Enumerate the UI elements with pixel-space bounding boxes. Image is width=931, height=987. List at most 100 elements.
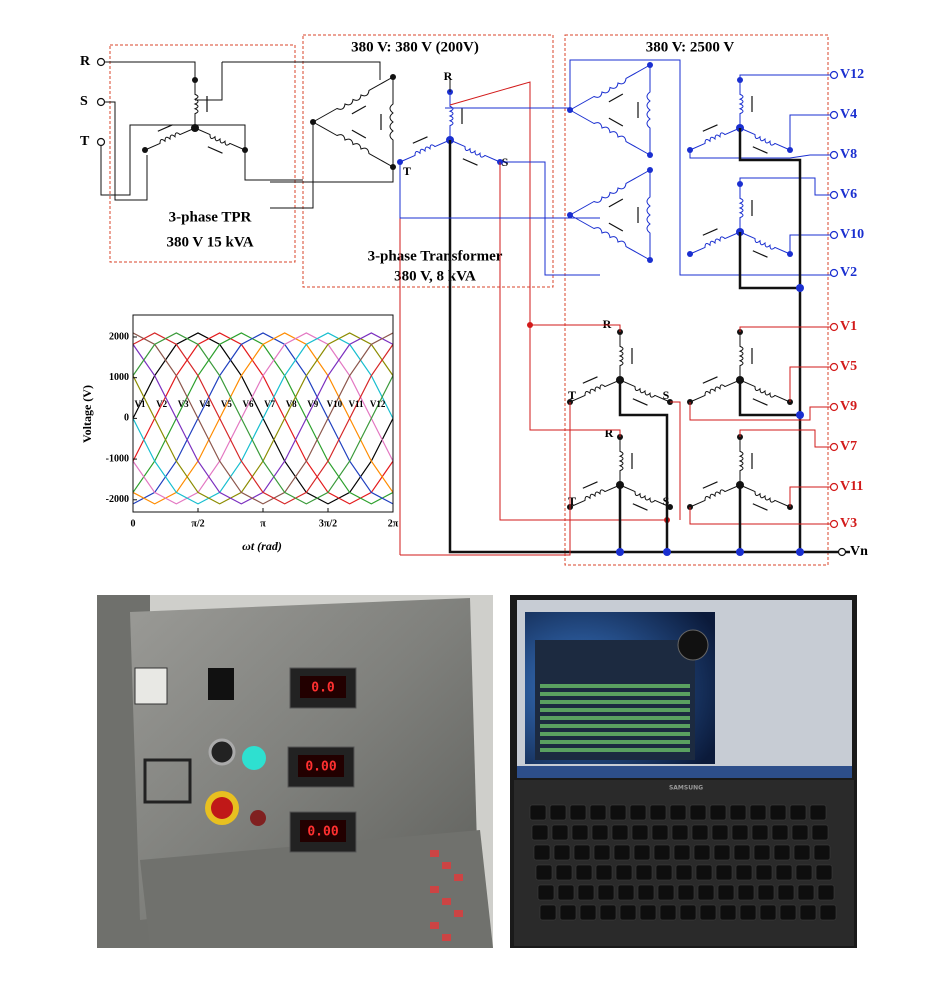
output-label: V11: [840, 479, 863, 494]
x-tick-label: π: [260, 518, 266, 529]
arrow: [351, 129, 367, 139]
key: [813, 844, 831, 861]
app-row: [540, 708, 690, 712]
key: [797, 884, 815, 901]
connector: [442, 862, 451, 869]
y-tick-label: 0: [124, 413, 129, 424]
wire: [689, 507, 832, 525]
key: [799, 904, 817, 921]
wire: [529, 325, 621, 437]
coil: [739, 484, 791, 508]
terminal-label: R: [603, 317, 612, 331]
switch: [134, 667, 168, 705]
x-axis-label: ωt (rad): [242, 539, 282, 553]
key: [559, 904, 577, 921]
key: [777, 884, 795, 901]
key: [591, 824, 609, 841]
meter-reading: 0.00: [307, 825, 338, 840]
wire: [449, 81, 531, 325]
connector: [442, 898, 451, 905]
key: [669, 804, 687, 821]
key: [689, 804, 707, 821]
coil: [739, 231, 791, 255]
terminal: [829, 519, 839, 529]
terminal: [829, 482, 839, 492]
output-label: V7: [840, 439, 857, 454]
key: [775, 864, 793, 881]
input-label: S: [80, 94, 88, 109]
key: [755, 864, 773, 881]
coil: [689, 231, 741, 255]
laptop-brand: SAMSUNG: [669, 785, 703, 792]
terminal: [829, 150, 839, 160]
coil: [144, 127, 196, 151]
key: [753, 844, 771, 861]
taskbar: [517, 766, 852, 778]
tpr-box: [109, 44, 296, 263]
key: [555, 864, 573, 881]
arrow: [462, 158, 478, 166]
key: [717, 884, 735, 901]
panel-lower: [140, 830, 493, 948]
key: [633, 844, 651, 861]
key: [811, 824, 829, 841]
output-label: V12: [840, 67, 864, 82]
wire: [738, 128, 802, 552]
series-line: [132, 332, 394, 505]
connector: [430, 922, 439, 929]
series-label: V4: [199, 399, 210, 409]
terminal: [829, 322, 839, 332]
meter-display: [300, 676, 346, 698]
x-tick-label: 2π: [388, 518, 399, 529]
key: [671, 824, 689, 841]
coil: [312, 76, 394, 123]
key: [597, 884, 615, 901]
output-label: V6: [840, 187, 857, 202]
key: [791, 824, 809, 841]
key: [573, 844, 591, 861]
wire: [670, 401, 681, 520]
arrow: [412, 136, 428, 144]
connector: [454, 874, 463, 881]
coil: [569, 64, 651, 111]
key: [693, 844, 711, 861]
meter-reading: 0.0: [311, 681, 335, 696]
arrow: [752, 398, 768, 406]
wire: [789, 234, 832, 254]
wire: [789, 486, 832, 507]
series-label: V5: [221, 399, 232, 409]
wire: [244, 150, 303, 181]
node: [647, 167, 653, 173]
coil: [738, 332, 744, 380]
key: [749, 804, 767, 821]
key: [553, 844, 571, 861]
button: [250, 810, 266, 826]
key: [593, 844, 611, 861]
terminal-label: T: [568, 494, 576, 508]
key: [771, 824, 789, 841]
key: [729, 804, 747, 821]
key: [609, 804, 627, 821]
series-label: V8: [286, 399, 297, 409]
transformer-box: [302, 34, 554, 288]
app-row: [540, 732, 690, 736]
terminal: [837, 547, 847, 557]
circuit: R S T 3-phase TPR 380 V 15 kVA 380 V: 38…: [80, 34, 868, 566]
transformer-title: 3-phase Transformer: [368, 248, 503, 264]
terminal: [829, 268, 839, 278]
y-tick-label: 2000: [109, 331, 129, 342]
arrow: [608, 222, 624, 232]
connector: [454, 910, 463, 917]
key: [629, 804, 647, 821]
wire: [499, 162, 667, 521]
key: [631, 824, 649, 841]
output-label: V8: [840, 147, 857, 162]
x-tick-label: 0: [131, 518, 136, 529]
wire: [270, 122, 314, 209]
key: [531, 824, 549, 841]
series-label: V10: [327, 399, 343, 409]
series-label: V7: [264, 399, 275, 409]
arrow: [702, 376, 718, 384]
wire: [739, 429, 832, 448]
